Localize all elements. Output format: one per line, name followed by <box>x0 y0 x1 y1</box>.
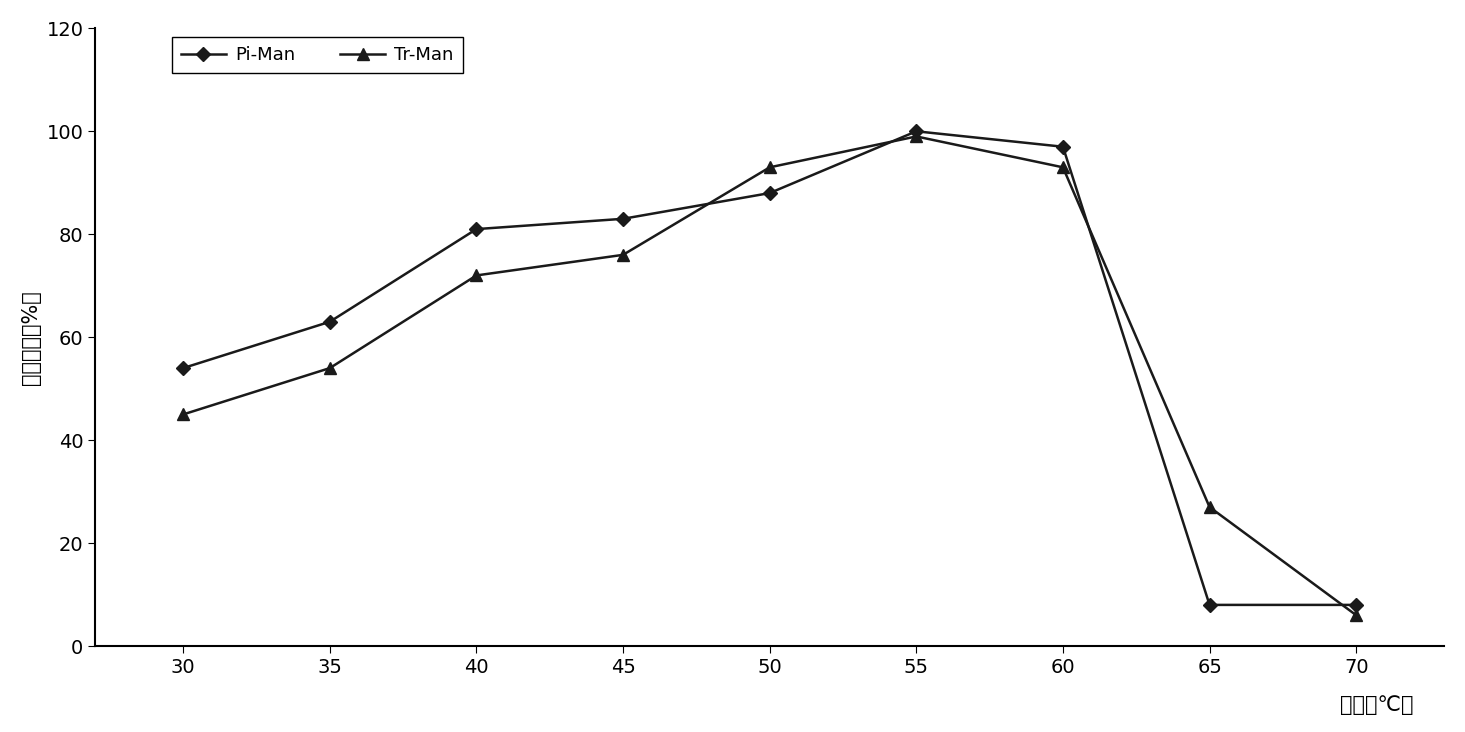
Pi-Man <box>1055 142 1072 151</box>
Legend: Pi-Man, Tr-Man: Pi-Man, Tr-Man <box>171 37 463 73</box>
Pi-Man <box>467 225 485 234</box>
Tr-Man <box>321 364 338 373</box>
Tr-Man <box>1201 503 1219 512</box>
Pi-Man <box>321 318 338 326</box>
Y-axis label: 相对酶活（%）: 相对酶活（%） <box>21 290 41 384</box>
Pi-Man <box>907 127 924 135</box>
Line: Tr-Man: Tr-Man <box>177 130 1362 621</box>
Tr-Man <box>174 410 192 419</box>
Pi-Man <box>174 364 192 373</box>
Pi-Man <box>760 189 778 198</box>
Tr-Man <box>467 271 485 280</box>
Tr-Man <box>614 250 631 259</box>
Pi-Man <box>1348 600 1365 609</box>
Tr-Man <box>1055 163 1072 172</box>
Line: Pi-Man: Pi-Man <box>179 127 1361 610</box>
Pi-Man <box>1201 600 1219 609</box>
Tr-Man <box>760 163 778 172</box>
Pi-Man <box>614 214 631 223</box>
Tr-Man <box>1348 610 1365 619</box>
Tr-Man <box>907 132 924 141</box>
X-axis label: 温度（℃）: 温度（℃） <box>1340 695 1414 715</box>
